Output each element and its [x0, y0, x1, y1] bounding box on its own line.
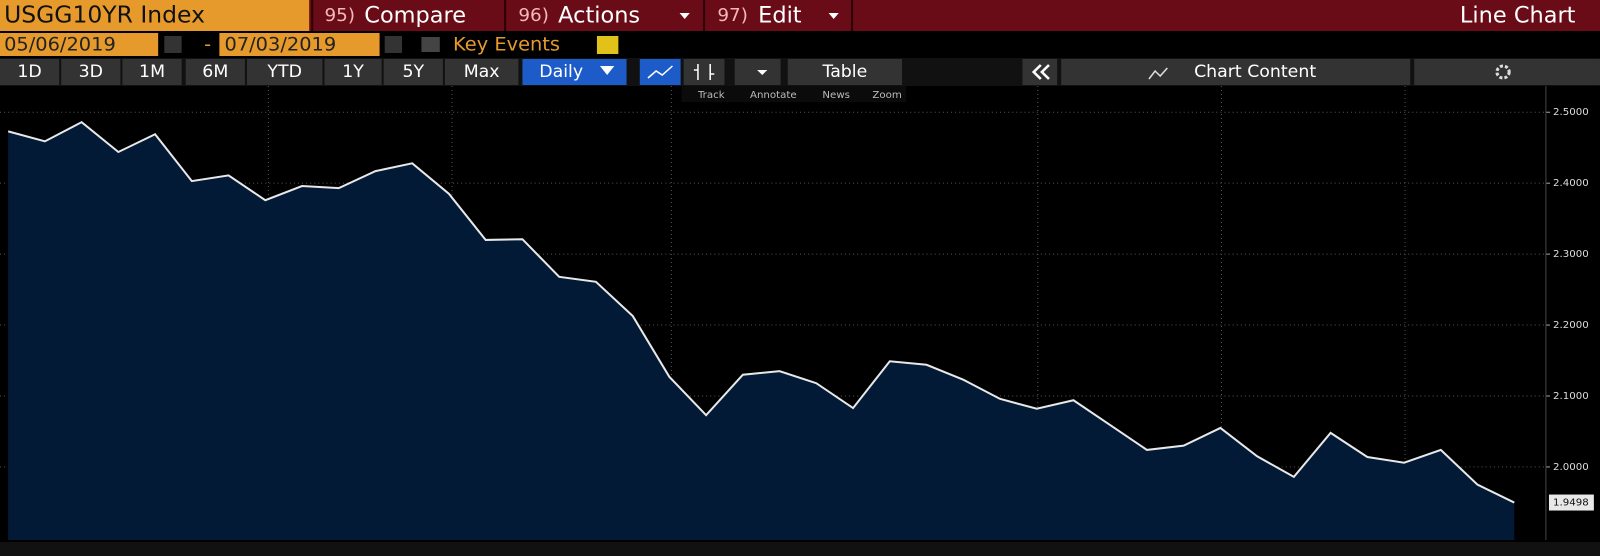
range-button[interactable] — [444, 59, 519, 85]
tool-label[interactable]: Zoom — [872, 90, 901, 101]
chart-content-label: Chart Content — [1194, 62, 1316, 82]
tool-strip — [681, 86, 907, 102]
settings-button[interactable] — [1414, 59, 1600, 85]
calendar-icon[interactable] — [164, 36, 182, 53]
range-label: 1Y — [342, 62, 364, 82]
range-label: YTD — [266, 62, 302, 82]
range-label: 1M — [139, 62, 165, 82]
chart-content-icon — [1148, 67, 1168, 80]
menu-key: 95) — [324, 5, 355, 26]
line — [7, 120, 1515, 504]
calendar-icon[interactable] — [384, 36, 403, 53]
bar-icon — [693, 64, 715, 80]
tool-label[interactable]: Annotate — [750, 90, 797, 101]
chart-content-button[interactable] — [1061, 59, 1411, 85]
range-label: 6M — [202, 62, 228, 82]
style-dropdown[interactable] — [734, 59, 781, 85]
bar-style-button[interactable] — [683, 59, 725, 85]
menu-edit[interactable]: 97) Edit — [717, 3, 839, 29]
ticker-box[interactable] — [0, 0, 310, 31]
range-button[interactable] — [122, 59, 182, 85]
info-icon[interactable] — [596, 36, 619, 54]
end-date-box[interactable] — [219, 33, 380, 56]
divider — [504, 0, 507, 31]
start-date-box[interactable] — [0, 33, 159, 56]
y-tick-label: 2.3000 — [1553, 249, 1589, 260]
key-events: Key Events — [453, 33, 560, 56]
y-tick-label: 2.5000 — [1553, 107, 1589, 118]
divider — [311, 0, 314, 31]
menu-key: 97) — [717, 5, 748, 26]
table-label: Table — [821, 62, 867, 82]
end-date: 07/03/2019 — [224, 33, 336, 56]
view-title: Line Chart — [1460, 3, 1576, 29]
range-label: Max — [464, 62, 500, 82]
frequency: Daily — [539, 62, 583, 82]
menu-compare[interactable]: 95) Compare — [324, 3, 466, 29]
menu-actions[interactable]: 96) Actions — [518, 3, 690, 29]
menu-label: Actions — [558, 3, 640, 29]
range-button[interactable] — [61, 59, 121, 85]
dropdown-arrow — [828, 13, 839, 19]
tool-label[interactable]: Track — [697, 90, 725, 101]
range-button[interactable] — [185, 59, 245, 85]
table-button[interactable] — [787, 59, 903, 85]
menu-label: Edit — [758, 3, 802, 29]
range-button[interactable] — [0, 59, 60, 85]
menu-label: Compare — [364, 3, 466, 29]
last-value-box — [1548, 494, 1594, 511]
range-label: 3D — [79, 62, 103, 82]
bottom-bar — [0, 542, 1600, 556]
y-tick-label: 2.1000 — [1553, 391, 1589, 402]
divider — [851, 0, 854, 31]
line-icon — [647, 65, 673, 79]
collapse-icon — [1031, 64, 1050, 80]
range-label: 5Y — [402, 62, 424, 82]
tool-label[interactable]: News — [822, 90, 850, 101]
divider — [703, 0, 706, 31]
range-button[interactable] — [383, 59, 443, 85]
y-tick-label: 2.2000 — [1553, 320, 1589, 331]
line-style-button[interactable] — [639, 59, 681, 85]
dropdown-arrow — [599, 66, 615, 75]
range-label: 1D — [17, 62, 41, 82]
collapse-button[interactable] — [1022, 59, 1058, 85]
last-value-label: 1.9498 — [1553, 498, 1589, 509]
start-date: 05/06/2019 — [4, 33, 116, 56]
dropdown-arrow — [757, 70, 768, 75]
date-separator: - — [204, 33, 211, 56]
dropdown-arrow — [679, 13, 690, 19]
y-tick-label: 2.4000 — [1553, 178, 1589, 189]
checkbox[interactable] — [421, 37, 440, 52]
area — [8, 122, 1515, 540]
gear-icon — [1495, 64, 1511, 80]
range-button[interactable] — [324, 59, 382, 85]
menu-key: 96) — [518, 5, 549, 26]
y-tick-label: 2.0000 — [1553, 462, 1589, 473]
ticker: USGG10YR Index — [4, 2, 205, 29]
range-button[interactable] — [246, 59, 323, 85]
